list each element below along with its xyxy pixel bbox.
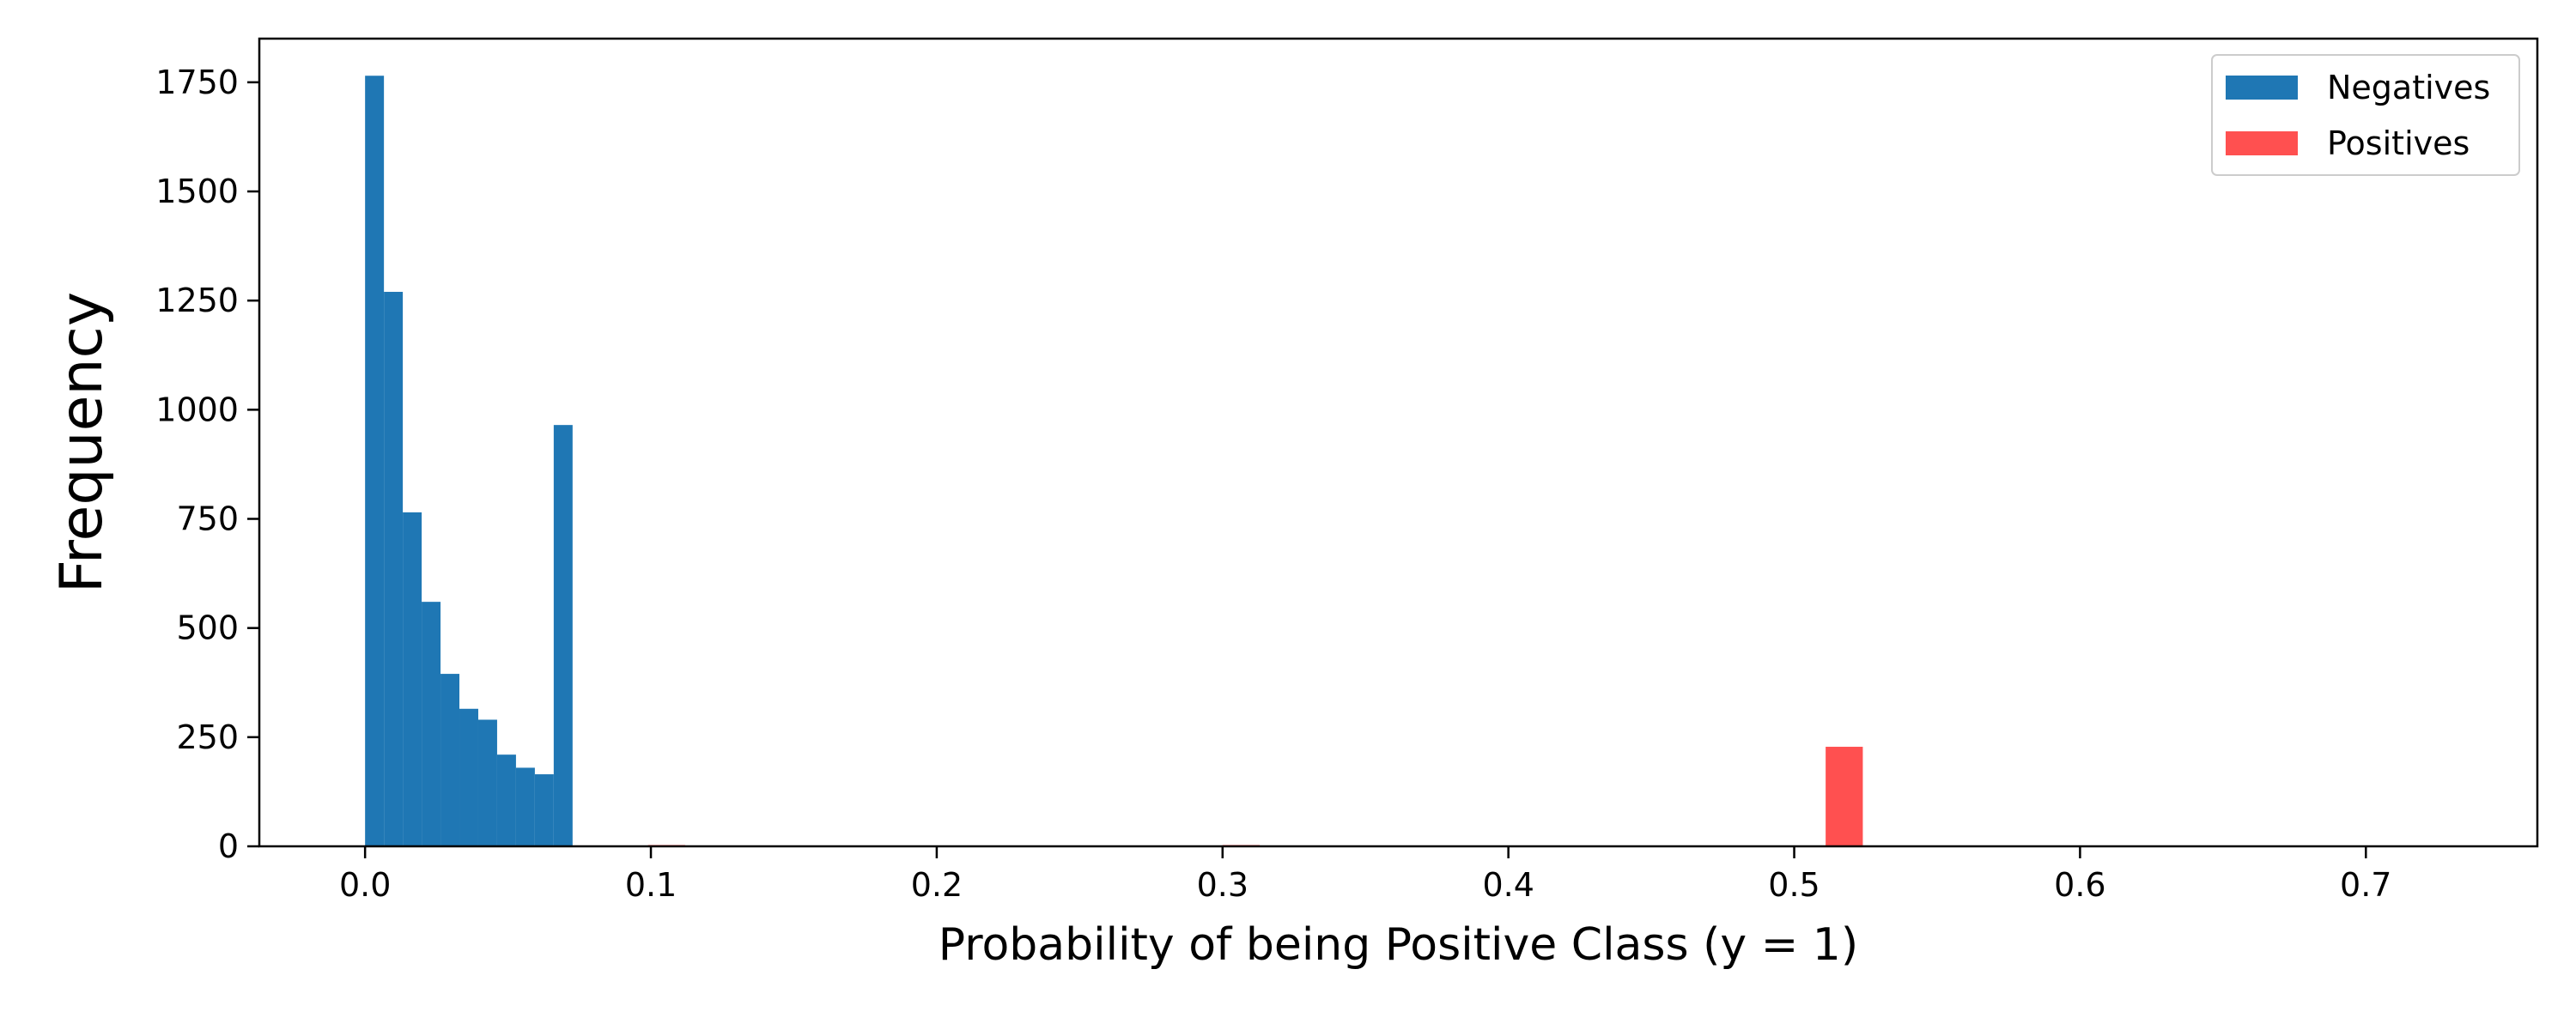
legend-swatch-negatives	[2226, 76, 2298, 100]
y-axis-ticks: 0 250 500 750 1000 1250 1500 1750	[155, 64, 259, 865]
negatives-bars	[365, 76, 573, 847]
legend-label-negatives: Negatives	[2327, 69, 2490, 106]
y-tick-label: 250	[176, 718, 239, 756]
legend: Negatives Positives	[2211, 54, 2520, 176]
y-tick-label: 750	[176, 500, 239, 538]
x-tick-label: 0.2	[911, 866, 963, 904]
x-tick-label: 0.7	[2340, 866, 2391, 904]
y-tick-label: 1750	[155, 64, 239, 101]
negatives-bar-9	[534, 774, 554, 846]
legend-label-positives: Positives	[2327, 124, 2470, 162]
x-tick-label: 0.6	[2054, 866, 2105, 904]
y-tick-label: 500	[176, 609, 239, 647]
negatives-bar-8	[515, 767, 535, 846]
x-tick-label: 0.4	[1482, 866, 1534, 904]
positives-bars	[647, 747, 1863, 846]
y-tick-label: 1000	[155, 391, 239, 428]
negatives-bar-6	[477, 719, 497, 846]
x-axis-label: Probability of being Positive Class (y =…	[939, 919, 1858, 971]
y-tick-label: 1250	[155, 282, 239, 319]
x-tick-label: 0.3	[1197, 866, 1249, 904]
negatives-bar-4	[440, 674, 460, 846]
negatives-bar-7	[496, 754, 516, 846]
plot-frame	[258, 37, 2539, 848]
x-tick-label: 0.5	[1768, 866, 1820, 904]
x-axis-ticks: 0.0 0.1 0.2 0.3 0.4 0.5 0.6 0.7	[339, 846, 2391, 904]
negatives-bar-5	[459, 708, 478, 846]
negatives-bar-1	[384, 292, 404, 846]
y-tick-label: 1500	[155, 173, 239, 210]
negatives-bar-3	[422, 602, 441, 846]
y-axis-label: Frequency	[48, 292, 116, 593]
negatives-bar-2	[403, 512, 422, 846]
x-tick-label: 0.1	[625, 866, 677, 904]
negatives-bar-0	[365, 76, 385, 847]
legend-swatch-positives	[2226, 131, 2298, 155]
x-tick-label: 0.0	[339, 866, 391, 904]
y-tick-label: 0	[218, 827, 239, 865]
negatives-bar-10	[553, 425, 573, 846]
positives-bar-2	[1826, 747, 1863, 846]
